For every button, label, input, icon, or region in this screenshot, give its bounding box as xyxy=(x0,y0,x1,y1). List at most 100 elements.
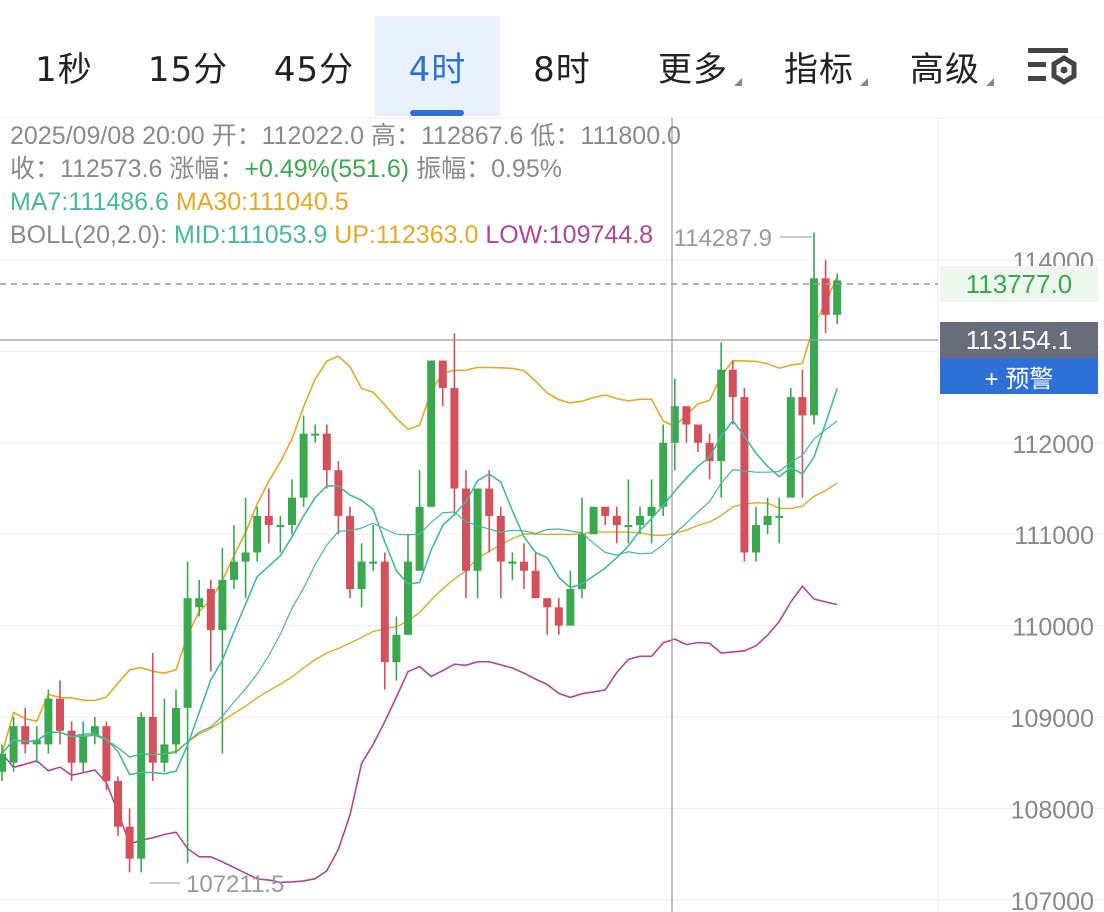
candle-body xyxy=(670,406,679,443)
candle-body xyxy=(392,634,401,663)
candle-body xyxy=(137,717,146,859)
candle-body xyxy=(369,561,378,564)
candle-body xyxy=(276,525,285,528)
candle-body xyxy=(311,433,320,436)
candle-body xyxy=(450,387,459,489)
change-value: +0.49%(551.6) xyxy=(244,155,410,183)
high-value: 112867.6 xyxy=(421,122,524,150)
candle-body xyxy=(624,525,633,528)
candle-body xyxy=(67,730,76,763)
candle-body xyxy=(0,753,6,772)
candle-body xyxy=(786,397,795,498)
candle-body xyxy=(288,497,296,526)
candle-body xyxy=(404,561,412,635)
candle-body xyxy=(56,698,64,731)
candle-date: 2025/09/08 20:00 xyxy=(10,122,205,150)
indicator-path xyxy=(1,388,838,776)
candle-body xyxy=(299,433,308,498)
low-value: 111800.0 xyxy=(580,122,681,150)
candle-body xyxy=(462,488,470,571)
last-price-tag: 113777.0 xyxy=(940,266,1098,302)
candle-body xyxy=(485,488,494,516)
chart-grid xyxy=(0,117,1104,912)
candle-body xyxy=(334,470,343,516)
candle-body xyxy=(589,506,598,535)
timeframe-tabs: 1秒 15分 45分 4时 8时 更多 指标 高级 xyxy=(0,0,1104,118)
candle-body xyxy=(682,406,691,425)
candle-body xyxy=(508,561,517,564)
y-tick-label: 111000 xyxy=(1014,522,1094,550)
candle-body xyxy=(172,707,180,745)
candle-body xyxy=(520,561,528,571)
candle-body xyxy=(90,726,99,736)
candle-body xyxy=(102,726,111,781)
candle-body xyxy=(346,515,354,590)
dropdown-indicator-icon xyxy=(734,78,742,86)
add-alert-button[interactable]: + 预警 xyxy=(940,358,1098,394)
candle-body xyxy=(427,360,436,507)
dropdown-indicator-icon xyxy=(986,78,994,86)
candle-body xyxy=(380,561,389,663)
candle-body xyxy=(241,552,250,562)
tab-4h[interactable]: 4时 xyxy=(375,16,500,116)
candle-body xyxy=(44,698,53,745)
candle-body xyxy=(578,534,586,590)
y-tick-label: 107000 xyxy=(1011,888,1094,912)
active-tab-indicator xyxy=(410,110,464,116)
candle-body xyxy=(206,589,215,631)
boll-mid-value: MID:111053.9 xyxy=(173,221,328,249)
candle-body xyxy=(612,515,621,526)
candle-body xyxy=(763,515,772,526)
y-tick-label: 112000 xyxy=(1012,431,1094,459)
candle-body xyxy=(218,579,227,631)
ma7-value: MA7:111486.6 xyxy=(10,188,169,216)
indicator-path xyxy=(1,276,838,754)
close-value: 112573.6 xyxy=(60,155,163,183)
chart-settings-icon[interactable] xyxy=(1024,42,1080,92)
candle-body xyxy=(322,433,331,471)
candle-info: 2025/09/08 20:00 开：112022.0 高：112867.6 低… xyxy=(10,120,681,252)
candle-body xyxy=(473,488,482,571)
open-value: 112022.0 xyxy=(261,122,365,150)
info-line-ma: MA7:111486.6 MA30:111040.5 xyxy=(10,186,681,219)
y-tick-label: 110000 xyxy=(1012,614,1094,642)
candle-body xyxy=(728,369,737,398)
candle-body xyxy=(752,525,760,553)
candle-body xyxy=(554,607,563,626)
tab-45m[interactable]: 45分 xyxy=(273,49,355,90)
y-tick-label: 109000 xyxy=(1011,705,1094,733)
candle-body xyxy=(415,506,424,571)
candle-body xyxy=(531,570,540,599)
tab-15m[interactable]: 15分 xyxy=(147,49,229,90)
boll-up-value: UP:112363.0 xyxy=(334,221,479,249)
candle-body xyxy=(496,515,505,562)
amplitude-value: 0.95% xyxy=(491,155,562,183)
candle-body xyxy=(694,424,702,443)
candle-body xyxy=(543,598,552,608)
y-tick-label: 108000 xyxy=(1011,796,1094,824)
candle-body xyxy=(636,515,644,526)
boll-low-value: LOW:109744.8 xyxy=(485,221,654,249)
crosshair-price-tag: 113154.1 xyxy=(940,322,1098,358)
candle-body xyxy=(114,780,122,827)
ma7-line xyxy=(1,388,838,776)
tab-8h[interactable]: 8时 xyxy=(533,49,591,90)
tab-more[interactable]: 更多 xyxy=(640,16,746,116)
tab-indicators[interactable]: 指标 xyxy=(766,16,872,116)
candle-body xyxy=(717,369,726,462)
candle-body xyxy=(775,515,784,518)
candle-body xyxy=(264,515,273,526)
candle-body xyxy=(810,278,818,416)
candle-body xyxy=(230,561,238,580)
candle-body xyxy=(798,397,807,416)
info-line-boll: BOLL(20,2.0): MID:111053.9 UP:112363.0 L… xyxy=(10,221,654,249)
ma30-value: MA30:111040.5 xyxy=(175,188,349,216)
info-line-1: 2025/09/08 20:00 开：112022.0 高：112867.6 低… xyxy=(10,122,681,150)
low-marker-label: 107211.5 xyxy=(186,871,284,898)
tab-advanced[interactable]: 高级 xyxy=(892,16,998,116)
tab-1s[interactable]: 1秒 xyxy=(35,49,93,90)
candle-body xyxy=(79,735,88,763)
candle-body xyxy=(601,506,610,516)
candles xyxy=(0,232,842,873)
